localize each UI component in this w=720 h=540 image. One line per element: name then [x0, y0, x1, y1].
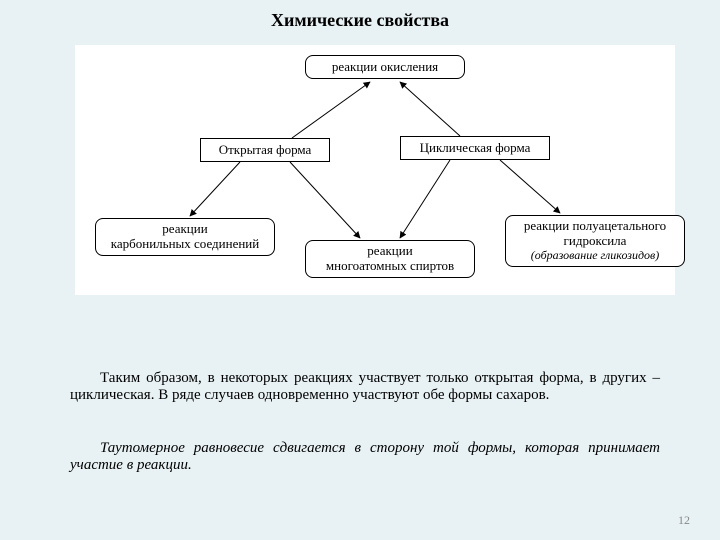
- node-oxidation-reactions: реакции окисления: [305, 55, 465, 79]
- node-carbonyl-reactions: реакциикарбонильных соединений: [95, 218, 275, 256]
- paragraph-1: Таким образом, в некоторых реакциях учас…: [70, 370, 660, 404]
- slide: Химические свойства реакции окисления От…: [0, 0, 720, 540]
- page-number: 12: [678, 513, 690, 528]
- node-cyclic-form: Циклическая форма: [400, 136, 550, 160]
- node-label: реакциимногоатомных спиртов: [326, 244, 454, 274]
- node-label: реакции окисления: [332, 60, 438, 75]
- node-label: Открытая форма: [219, 143, 312, 158]
- node-open-form: Открытая форма: [200, 138, 330, 162]
- node-label: Циклическая форма: [420, 141, 531, 156]
- node-hemiacetal-reactions: реакции полуацетальногогидроксила (образ…: [505, 215, 685, 267]
- page-title: Химические свойства: [0, 10, 720, 31]
- node-polyol-reactions: реакциимногоатомных спиртов: [305, 240, 475, 278]
- node-label: реакциикарбонильных соединений: [111, 222, 259, 252]
- node-label: реакции полуацетальногогидроксила: [524, 219, 666, 249]
- paragraph-2: Таутомерное равновесие сдвигается в стор…: [70, 440, 660, 474]
- node-sublabel: (образование гликозидов): [531, 249, 660, 263]
